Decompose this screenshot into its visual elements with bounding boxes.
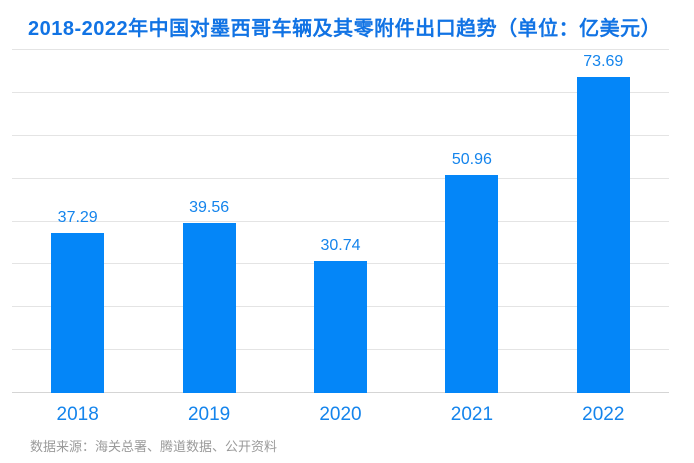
bar-2018 [51,233,105,393]
gridline [12,220,669,222]
bar-2021 [445,175,499,393]
value-label-2019: 39.56 [189,199,230,216]
x-tick-2022: 2022 [582,404,625,425]
value-label-2018: 37.29 [57,209,98,226]
gridline [12,177,669,179]
value-label-2022: 73.69 [583,53,624,70]
bar-2019 [182,223,236,393]
x-tick-2021: 2021 [450,404,494,425]
plot-area: 37.29 39.56 30.74 50.96 73.69 [12,49,669,393]
x-tick-2018: 2018 [56,404,99,425]
bar-2022 [576,77,630,393]
chart-title: 2018-2022年中国对墨西哥车辆及其零附件出口趋势（单位：亿美元） [28,18,662,40]
data-source-note: 数据来源：海关总署、腾道数据、公开资料 [30,439,278,454]
value-label-2020: 30.74 [320,237,361,254]
gridline [12,49,669,50]
bar-2020 [314,261,367,393]
x-tick-2020: 2020 [319,404,362,425]
value-label-2021: 50.96 [451,151,492,168]
gridline [12,134,669,136]
x-tick-2019: 2019 [187,404,231,425]
gridline [12,91,669,93]
